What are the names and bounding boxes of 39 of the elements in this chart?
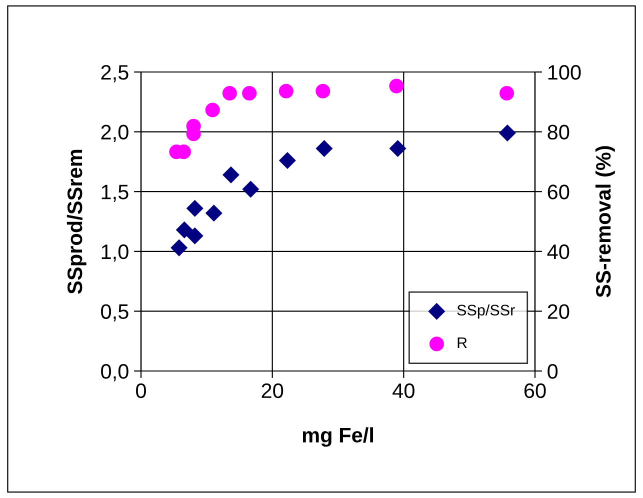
point xyxy=(278,152,296,170)
point xyxy=(389,140,406,158)
point xyxy=(242,180,260,198)
y-tick-label: 2,0 xyxy=(101,124,128,142)
legend-label: SSp/SSr xyxy=(457,304,515,319)
y2-tick-label: 100 xyxy=(548,65,581,80)
point xyxy=(316,140,333,158)
y-tick-label: 1,5 xyxy=(102,184,128,202)
point xyxy=(205,102,220,118)
x-tick-label: 60 xyxy=(524,383,546,398)
y-axis-title: SSprod/SSrem xyxy=(66,150,86,294)
y-tick-label: 1,0 xyxy=(102,244,128,262)
point xyxy=(205,204,222,222)
y-tick-label: 0,0 xyxy=(101,364,128,382)
x-axis-title: mg Fe/l xyxy=(302,427,373,447)
point xyxy=(499,86,514,101)
y-tick-label: 2,5 xyxy=(101,65,128,82)
point xyxy=(242,86,257,101)
x-tick-label: 40 xyxy=(392,383,414,398)
point xyxy=(170,239,188,256)
y2-tick-label: 0 xyxy=(548,364,558,379)
point xyxy=(498,124,516,142)
y2-axis-title: SS-removal (%) xyxy=(595,146,615,298)
y-tick-label: 0,5 xyxy=(101,304,128,322)
x-tick-label: 20 xyxy=(262,383,284,398)
point xyxy=(176,221,193,238)
point xyxy=(278,84,294,98)
legend-label: R xyxy=(458,337,467,348)
y2-tick-label: 60 xyxy=(548,184,570,200)
point xyxy=(222,86,237,101)
y2-tick-label: 40 xyxy=(547,244,570,260)
y2-tick-label: 80 xyxy=(548,124,570,140)
point xyxy=(389,78,404,94)
y2-tick-label: 20 xyxy=(548,304,570,319)
point xyxy=(316,84,330,98)
point xyxy=(222,166,240,184)
x-tick-label: 0 xyxy=(136,383,146,398)
point xyxy=(186,200,204,217)
point xyxy=(186,227,204,244)
